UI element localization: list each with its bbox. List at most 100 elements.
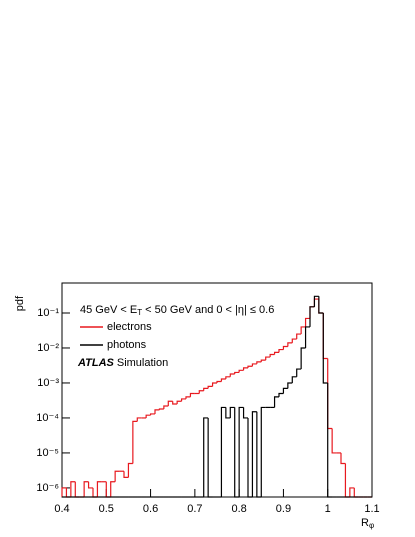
x-axis-label: Rφ (361, 517, 374, 530)
histogram-step (167, 400, 173, 406)
histogram-step (180, 398, 186, 402)
x-axis-label-main: R (361, 517, 369, 529)
histogram-step (353, 487, 359, 498)
histogram-step (313, 295, 319, 307)
histogram-step (251, 363, 257, 367)
x-tick-label: 1.1 (364, 503, 379, 515)
histogram-step (225, 407, 231, 419)
histogram-step (318, 299, 324, 314)
x-tick-label: 1 (325, 503, 331, 515)
histogram-step (309, 306, 315, 319)
histogram-step (203, 417, 209, 497)
histogram-step (331, 428, 337, 454)
histogram-step (340, 452, 346, 465)
histogram-step (344, 463, 350, 498)
histogram-step (61, 487, 67, 497)
histogram-step (287, 382, 293, 389)
atlas-word: ATLAS (77, 357, 115, 369)
x-tick-label: 0.7 (187, 503, 202, 515)
histogram-step (318, 296, 324, 314)
y-tick-label: 10⁻⁴ (36, 412, 59, 424)
histogram-step (185, 396, 191, 399)
histogram-step (260, 406, 266, 497)
histogram-step (327, 358, 333, 430)
histogram-step (291, 338, 297, 343)
histogram-step (70, 481, 76, 497)
histogram-step (136, 417, 142, 422)
y-axis-label: pdf (14, 295, 26, 311)
histogram-step (154, 409, 160, 414)
histogram-step (132, 420, 138, 464)
legend-label: photons (107, 339, 147, 351)
histogram-step (158, 408, 164, 410)
histogram-step (225, 376, 231, 379)
histogram-step (309, 306, 315, 327)
histogram-step (304, 317, 310, 327)
histogram-step (172, 401, 178, 405)
annotation: 45 GeV < ET < 50 GeV and 0 < |η| ≤ 0.6 (80, 304, 274, 317)
histogram-step (238, 406, 244, 497)
histogram-step (265, 356, 271, 361)
atlas-label: ATLAS Simulation (77, 357, 168, 369)
histogram-step (145, 414, 151, 418)
annotation-part: 45 GeV < E (80, 304, 137, 316)
histogram-step (65, 487, 71, 498)
histogram-step (242, 367, 248, 371)
histogram-step (296, 333, 302, 340)
x-tick-label: 0.4 (54, 503, 69, 515)
histogram-step (327, 382, 333, 498)
y-tick-label: 10⁻² (37, 342, 59, 354)
histogram-step (105, 481, 111, 498)
histogram-step (163, 405, 169, 410)
histogram-step (251, 411, 257, 497)
histogram-step (247, 365, 253, 368)
histogram-step (256, 361, 262, 364)
histogram-step (149, 413, 155, 416)
histogram-step (247, 417, 253, 498)
annotation-sub: T (137, 308, 142, 317)
histogram-step (234, 371, 240, 375)
histogram-step (83, 481, 89, 497)
histogram-step (269, 353, 275, 358)
y-tick-label: 10⁻⁵ (36, 447, 59, 459)
histogram-step (123, 471, 129, 478)
histogram-step (296, 368, 302, 377)
histogram-step (216, 380, 222, 383)
histogram-step (220, 378, 226, 382)
histogram-step (234, 407, 240, 498)
histogram-step (313, 298, 319, 307)
annotation-part: < 50 GeV and 0 < |η| ≤ 0.6 (142, 304, 274, 316)
histogram-step (291, 376, 297, 383)
histogram-step (207, 385, 213, 389)
atlas-sub: Simulation (117, 357, 168, 369)
histogram-step (287, 342, 293, 347)
histogram-step (211, 382, 217, 387)
histogram-step (278, 392, 284, 397)
x-tick-label: 0.6 (143, 503, 158, 515)
histogram-step (96, 481, 102, 497)
histogram-step (229, 406, 235, 418)
y-tick-label: 10⁻³ (37, 377, 59, 389)
histogram-step (282, 345, 288, 350)
histogram-step (238, 369, 244, 373)
histogram-step (127, 462, 133, 478)
histogram-step (304, 326, 310, 348)
histogram-step (322, 312, 328, 384)
histogram-step (273, 351, 279, 355)
histogram-step (256, 411, 262, 498)
legend-label: electrons (107, 321, 152, 333)
histogram-step (229, 373, 235, 377)
histogram-step (92, 487, 98, 498)
histogram-step (273, 396, 279, 408)
histogram-step (114, 470, 120, 482)
x-tick-label: 0.8 (231, 503, 246, 515)
histogram-step (110, 481, 116, 497)
x-tick-label: 0.5 (99, 503, 114, 515)
x-axis-label-sub: φ (369, 521, 374, 530)
histogram-step (300, 326, 306, 335)
histogram-step (242, 407, 248, 419)
histogram-step (207, 417, 213, 498)
histogram-step (87, 481, 93, 489)
histogram-step (349, 487, 355, 497)
histogram-step (203, 387, 209, 391)
